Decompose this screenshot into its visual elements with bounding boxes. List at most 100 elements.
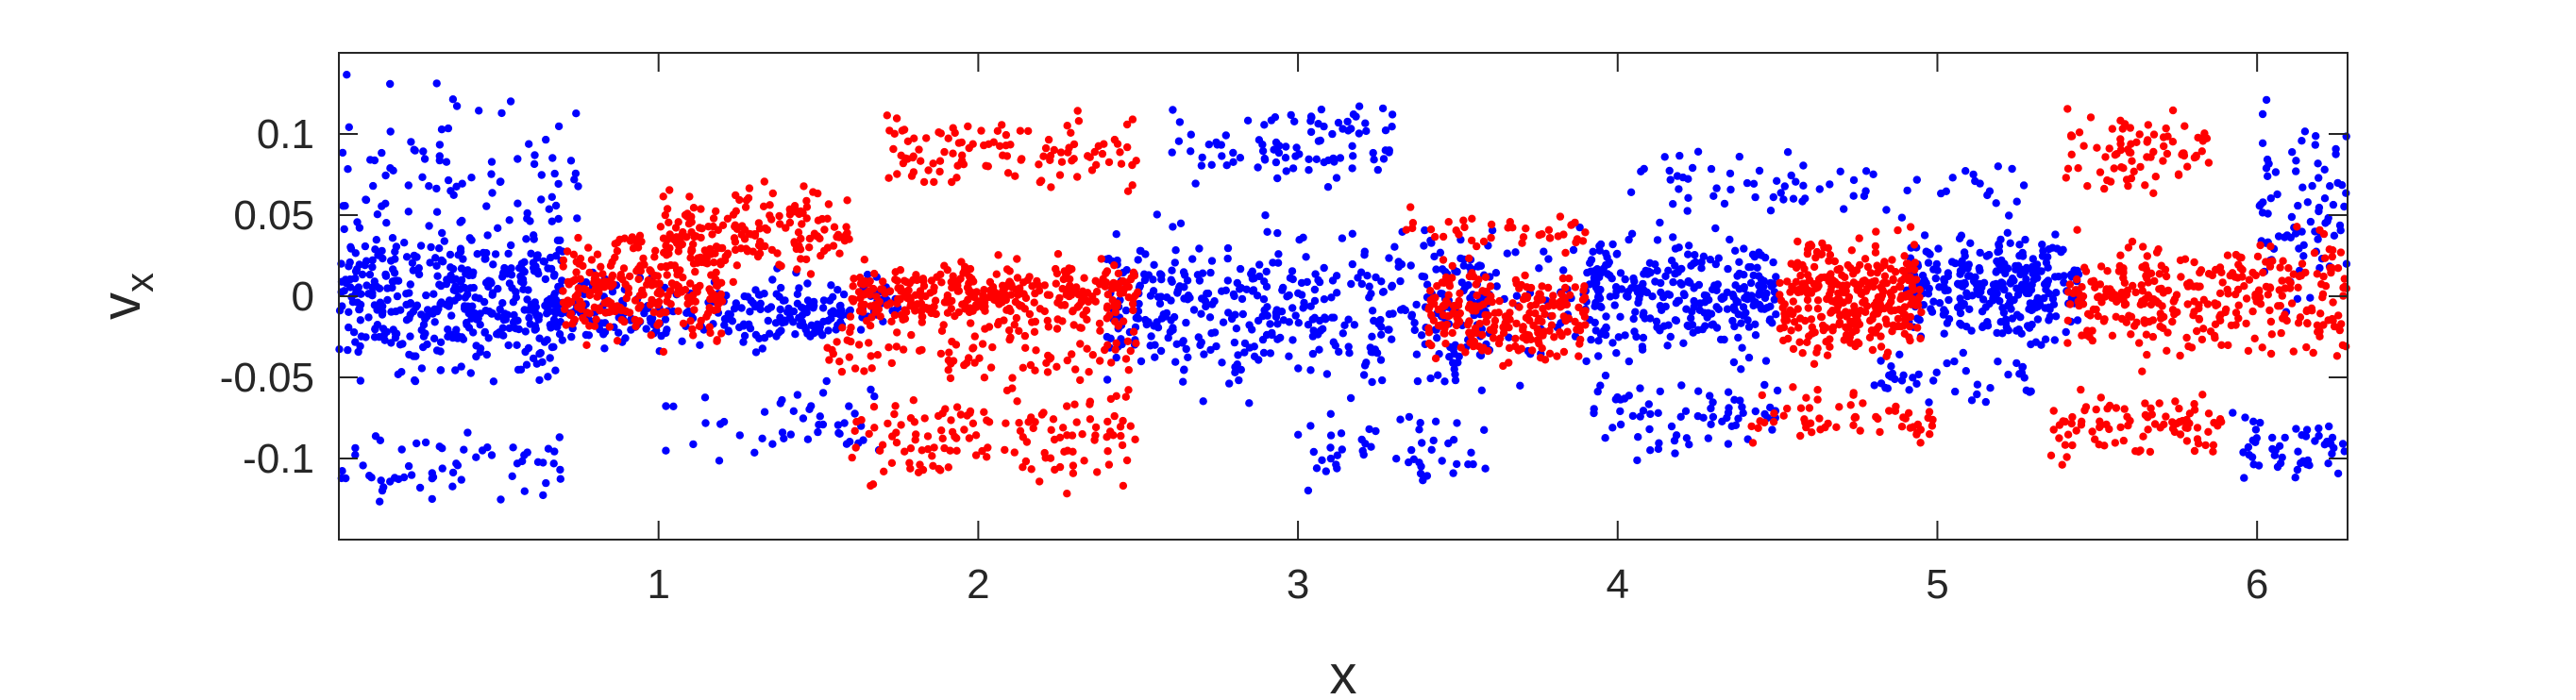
data-point bbox=[567, 332, 576, 342]
data-point bbox=[1092, 160, 1101, 169]
data-point bbox=[2116, 145, 2126, 155]
data-point bbox=[2022, 275, 2030, 284]
data-point bbox=[1388, 281, 1397, 290]
data-point bbox=[530, 322, 540, 330]
data-point bbox=[1129, 306, 1137, 315]
data-point bbox=[1628, 411, 1638, 421]
data-point bbox=[814, 216, 823, 225]
data-point bbox=[2315, 225, 2324, 235]
data-point bbox=[1883, 384, 1893, 392]
data-point bbox=[1961, 367, 1970, 375]
data-point bbox=[981, 325, 989, 333]
data-point bbox=[2301, 432, 2311, 441]
data-point bbox=[1538, 282, 1546, 291]
data-point bbox=[1569, 245, 1578, 255]
data-point bbox=[1066, 281, 1074, 290]
data-point bbox=[1322, 467, 1331, 475]
data-point bbox=[674, 307, 682, 315]
data-point bbox=[541, 275, 550, 284]
data-point bbox=[2018, 363, 2027, 372]
data-point bbox=[806, 270, 816, 278]
data-point bbox=[1347, 125, 1355, 133]
data-point bbox=[446, 187, 455, 195]
data-point bbox=[1632, 332, 1641, 342]
data-point bbox=[625, 272, 634, 281]
data-point bbox=[1349, 152, 1357, 160]
data-point bbox=[2045, 289, 2053, 298]
data-point bbox=[397, 445, 406, 454]
data-point bbox=[1711, 224, 1720, 233]
data-point bbox=[1174, 137, 1184, 145]
data-point bbox=[732, 261, 741, 270]
data-point bbox=[1060, 447, 1069, 456]
data-point bbox=[2213, 300, 2222, 308]
data-point bbox=[906, 464, 915, 473]
data-point bbox=[691, 297, 699, 306]
data-point bbox=[446, 271, 455, 280]
data-point bbox=[343, 71, 351, 79]
data-point bbox=[1171, 358, 1180, 366]
data-point bbox=[879, 285, 887, 293]
data-point bbox=[554, 122, 564, 131]
data-point bbox=[481, 307, 490, 315]
data-point bbox=[1360, 361, 1370, 370]
data-point bbox=[1574, 352, 1583, 360]
data-point bbox=[1005, 326, 1014, 335]
data-point bbox=[715, 457, 724, 465]
data-point bbox=[1519, 323, 1527, 332]
data-point bbox=[885, 126, 894, 135]
data-point bbox=[1223, 243, 1233, 253]
data-point bbox=[1078, 290, 1086, 299]
data-point bbox=[1849, 317, 1858, 325]
data-point bbox=[1230, 338, 1239, 347]
data-point bbox=[1035, 477, 1044, 486]
data-point bbox=[442, 158, 451, 166]
data-point bbox=[1676, 278, 1685, 288]
data-point bbox=[751, 330, 761, 340]
data-point bbox=[1412, 300, 1421, 309]
data-point bbox=[529, 354, 538, 363]
data-point bbox=[1503, 249, 1512, 258]
data-point bbox=[867, 481, 875, 491]
data-point bbox=[1179, 268, 1188, 276]
data-point bbox=[1136, 357, 1146, 366]
data-point bbox=[1646, 446, 1655, 455]
data-point bbox=[539, 458, 547, 467]
data-point bbox=[1368, 307, 1377, 315]
data-point bbox=[797, 234, 805, 243]
data-point bbox=[2209, 447, 2217, 456]
data-point bbox=[940, 261, 949, 270]
data-point bbox=[741, 203, 750, 211]
data-point bbox=[863, 270, 872, 279]
data-point bbox=[1667, 257, 1676, 265]
data-point bbox=[1467, 448, 1475, 457]
data-point bbox=[1704, 434, 1713, 442]
data-point bbox=[1967, 326, 1976, 335]
data-point bbox=[1870, 301, 1878, 309]
data-point bbox=[759, 202, 768, 210]
data-point bbox=[2324, 316, 2332, 325]
data-point bbox=[1803, 295, 1812, 305]
data-point bbox=[1741, 293, 1749, 303]
data-point bbox=[1316, 136, 1325, 145]
data-point bbox=[807, 402, 816, 410]
data-point bbox=[2324, 459, 2332, 468]
data-point bbox=[2244, 346, 2253, 356]
data-point bbox=[1179, 337, 1187, 345]
data-point bbox=[1376, 356, 1386, 364]
data-point bbox=[1349, 110, 1358, 119]
data-point bbox=[1641, 314, 1649, 323]
data-point bbox=[520, 487, 529, 495]
data-point bbox=[392, 329, 401, 338]
data-point bbox=[555, 433, 564, 442]
data-point bbox=[1124, 293, 1134, 302]
data-point bbox=[1796, 431, 1805, 441]
data-point bbox=[958, 151, 967, 159]
data-point bbox=[1153, 318, 1161, 326]
data-point bbox=[1384, 325, 1392, 334]
data-point bbox=[1444, 291, 1453, 299]
data-point bbox=[2055, 434, 2063, 442]
data-point bbox=[535, 375, 544, 385]
data-point bbox=[1434, 305, 1443, 314]
data-point bbox=[2294, 201, 2302, 210]
